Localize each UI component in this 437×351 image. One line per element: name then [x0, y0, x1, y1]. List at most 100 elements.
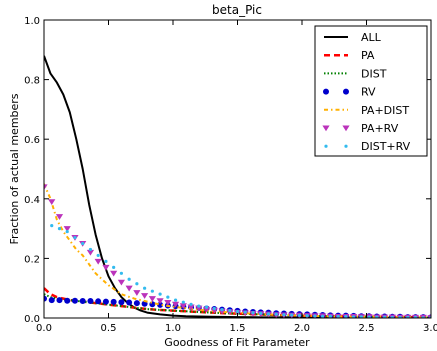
data-point-dist-rv: [65, 229, 69, 234]
x-tick-label: 1.0: [165, 323, 181, 334]
data-point-pa-rv: [148, 296, 156, 302]
data-point-dist-rv: [135, 282, 139, 286]
x-tick-label: 2.0: [294, 323, 310, 334]
data-point-rv: [95, 298, 102, 305]
data-point-dist-rv: [220, 308, 224, 312]
data-point-dist-rv: [266, 312, 271, 316]
data-point-dist-rv: [297, 313, 302, 317]
data-point-rv: [87, 298, 94, 305]
data-point-rv: [149, 301, 156, 308]
legend-label: DIST: [361, 67, 387, 80]
data-point-rv: [64, 297, 71, 304]
legend-box: [314, 25, 428, 157]
data-point-pa-rv: [156, 298, 164, 304]
data-point-pa-rv: [125, 285, 133, 292]
data-point-dist-rv: [73, 235, 77, 240]
data-point-rv: [71, 297, 78, 304]
series-pa-dist: [44, 183, 431, 318]
data-point-dist-rv: [189, 302, 193, 306]
legend-swatch: [344, 144, 348, 148]
data-point-dist-rv: [143, 286, 147, 290]
x-tick-label: 3.0: [423, 323, 437, 334]
data-point-pa-rv: [55, 214, 64, 220]
data-point-dist-rv: [352, 315, 356, 318]
data-point-rv: [56, 297, 63, 304]
data-point-dist-rv: [204, 305, 209, 309]
y-tick-label: 0.8: [24, 76, 40, 87]
data-point-dist-rv: [173, 298, 178, 302]
data-point-dist-rv: [344, 314, 348, 318]
data-point-dist-rv: [321, 314, 325, 318]
data-point-dist-rv: [282, 313, 286, 317]
data-point-dist-rv: [88, 247, 93, 252]
legend-label: ALL: [361, 31, 382, 44]
legend-label: RV: [361, 86, 376, 99]
data-point-pa-rv: [187, 304, 195, 311]
legend-swatch: [322, 125, 330, 132]
data-point-dist-rv: [50, 224, 54, 228]
data-point-pa-rv: [117, 279, 125, 286]
series-dist-rv: [50, 224, 431, 318]
data-point-rv: [110, 298, 117, 305]
x-tick-label: 0.0: [36, 323, 52, 334]
data-point-dist-rv: [150, 289, 154, 293]
data-point-dist-rv: [228, 308, 232, 313]
data-point-dist-rv: [57, 227, 62, 231]
data-point-dist-rv: [181, 300, 185, 304]
data-point-rv: [79, 298, 86, 305]
data-point-dist-rv: [406, 315, 410, 318]
data-point-pa-rv: [202, 306, 211, 313]
legend: ALL PA DIST RV PA+DIST PA+RV DIST+RV: [314, 25, 428, 157]
y-tick-label: 0.4: [24, 195, 40, 206]
data-point-dist-rv: [251, 311, 255, 315]
series-line-dist: [44, 293, 431, 318]
legend-label: PA+DIST: [361, 104, 409, 117]
data-point-dist-rv: [119, 271, 123, 275]
legend-item-pa-dist: PA+DIST: [324, 104, 409, 117]
data-point-pa-rv: [63, 226, 71, 232]
data-point-dist-rv: [359, 315, 363, 318]
data-point-dist-rv: [274, 312, 278, 316]
data-point-dist-rv: [166, 295, 170, 299]
legend-item-rv: RV: [323, 86, 376, 99]
y-axis-label: Fraction of actual members: [8, 93, 21, 244]
data-point-pa-rv: [110, 270, 118, 277]
data-point-dist-rv: [112, 265, 116, 269]
data-point-dist-rv: [197, 304, 201, 308]
y-tick-label: 0.0: [24, 314, 40, 325]
legend-item-all: ALL: [324, 31, 382, 44]
data-point-rv: [118, 299, 125, 306]
x-tick-label: 0.5: [101, 323, 117, 334]
data-point-dist-rv: [212, 306, 216, 311]
data-point-pa-rv: [218, 308, 226, 315]
data-point-dist-rv: [96, 253, 100, 258]
x-tick-label: 2.5: [359, 323, 375, 334]
data-point-pa-rv: [133, 290, 141, 296]
data-point-rv: [48, 297, 55, 304]
data-point-dist-rv: [305, 314, 309, 318]
data-point-rv: [133, 300, 140, 307]
legend-item-pa-rv: PA+RV: [322, 122, 399, 135]
y-tick-label: 0.2: [24, 254, 40, 265]
data-point-rv: [44, 295, 47, 302]
data-point-dist-rv: [375, 315, 379, 318]
legend-label: PA: [361, 49, 375, 62]
data-point-dist-rv: [243, 310, 247, 314]
data-point-pa-rv: [48, 199, 56, 206]
data-point-dist-rv: [390, 315, 394, 318]
data-point-dist-rv: [367, 315, 371, 318]
data-point-dist-rv: [290, 313, 294, 317]
data-point-pa-rv: [179, 303, 187, 310]
data-point-pa-rv: [210, 307, 218, 314]
data-point-dist-rv: [158, 292, 162, 296]
series-line-pa-dist: [44, 183, 431, 318]
legend-item-pa: PA: [324, 49, 375, 62]
data-point-pa-rv: [44, 184, 48, 191]
legend-label: DIST+RV: [361, 140, 411, 153]
legend-swatch: [343, 88, 349, 95]
data-point-pa-rv: [86, 249, 95, 256]
y-tick-label: 0.6: [24, 135, 40, 146]
legend-label: PA+RV: [361, 122, 399, 135]
data-point-dist-rv: [127, 277, 131, 281]
